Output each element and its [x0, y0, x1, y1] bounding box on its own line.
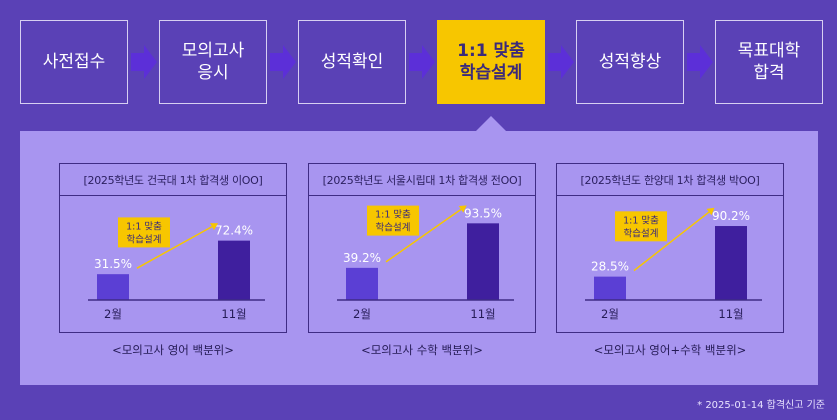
data-label: 31.5% — [94, 257, 132, 271]
step-score-improvement: 성적향상 — [576, 20, 684, 104]
data-label: 72.4% — [215, 224, 253, 238]
step-mock-exam: 모의고사 응시 — [159, 20, 267, 104]
bar — [346, 267, 378, 300]
bar — [467, 223, 499, 300]
chart-caption: <모의고사 영어+수학 백분위> — [593, 343, 747, 357]
category-label: 11월 — [470, 307, 495, 321]
bar — [715, 226, 747, 300]
growth-arrow-head — [706, 207, 715, 216]
bar — [594, 276, 626, 300]
chart-caption: <모의고사 수학 백분위> — [361, 343, 483, 357]
step-score-check: 성적확인 — [298, 20, 406, 104]
result-card-3: [2025학년도 한양대 1차 합격생 박OO] 28.5% 2월 90.2% 11월… — [556, 163, 784, 333]
result-card-2: [2025학년도 서울시립대 1차 합격생 전OO] 39.2% 2월 93.5% 1… — [308, 163, 536, 333]
arrow-right-icon — [270, 45, 296, 79]
category-label: 11월 — [221, 307, 246, 321]
callout-text: 1:1 맞춤 — [375, 209, 411, 221]
panel-pointer — [476, 116, 506, 131]
data-label: 28.5% — [591, 260, 629, 274]
callout-box — [615, 211, 667, 242]
category-label: 2월 — [353, 307, 371, 321]
callout-text: 1:1 맞춤 — [126, 220, 162, 232]
growth-arrow — [385, 208, 462, 263]
card-title: [2025학년도 서울시립대 1차 합격생 전OO] — [309, 164, 535, 196]
callout-text: 학습설계 — [376, 222, 411, 234]
callout-text: 학습설계 — [624, 227, 659, 239]
category-label: 2월 — [601, 307, 619, 321]
callout-text: 학습설계 — [127, 233, 162, 245]
result-card-1: [2025학년도 건국대 1차 합격생 이OO] 31.5% 2월 72.4% 11월… — [59, 163, 287, 333]
step-custom-study-plan: 1:1 맞춤 학습설계 — [437, 20, 545, 104]
data-label: 90.2% — [712, 209, 750, 223]
callout-box — [367, 205, 419, 236]
arrow-right-icon — [409, 45, 435, 79]
bar — [97, 274, 129, 300]
card-title: [2025학년도 한양대 1차 합격생 박OO] — [557, 164, 783, 196]
arrow-right-icon — [131, 45, 157, 79]
growth-arrow-head — [210, 223, 219, 231]
growth-arrow — [136, 225, 213, 269]
footnote: * 2025-01-14 합격신고 기준 — [697, 400, 825, 411]
arrow-right-icon — [687, 45, 713, 79]
data-label: 39.2% — [343, 251, 381, 265]
growth-arrow — [633, 211, 710, 272]
card-title: [2025학년도 건국대 1차 합격생 이OO] — [60, 164, 286, 196]
callout-text: 1:1 맞춤 — [623, 214, 659, 226]
growth-arrow-head — [458, 205, 467, 213]
bar — [218, 240, 250, 300]
arrow-right-icon — [548, 45, 574, 79]
category-label: 2월 — [104, 307, 122, 321]
category-label: 11월 — [718, 307, 743, 321]
step-pre-registration: 사전접수 — [20, 20, 128, 104]
step-target-university: 목표대학 합격 — [715, 20, 823, 104]
data-label: 93.5% — [464, 206, 502, 220]
callout-box — [118, 217, 170, 248]
chart-caption: <모의고사 영어 백분위> — [112, 343, 234, 357]
